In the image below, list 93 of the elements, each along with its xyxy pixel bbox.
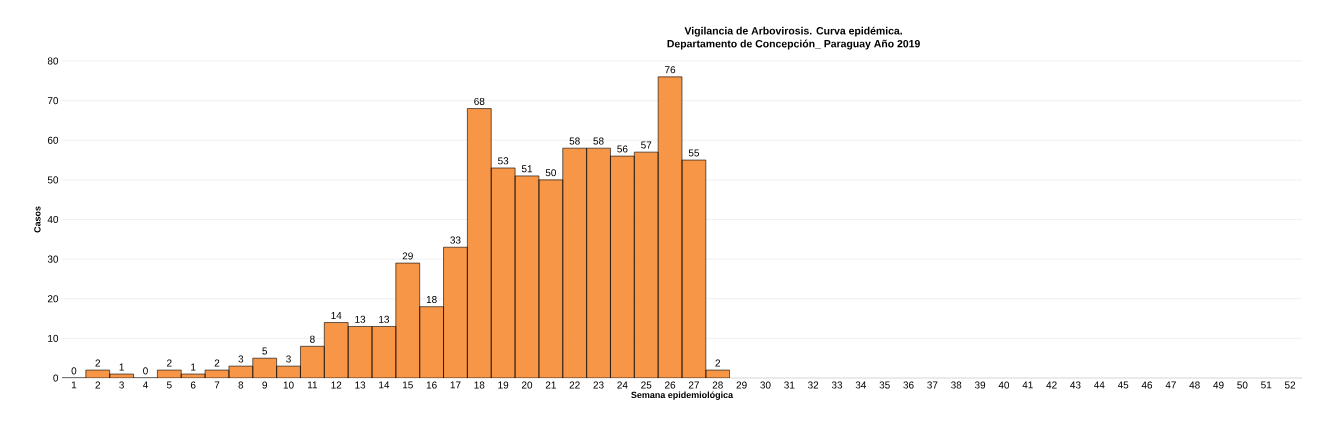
x-tick-label: 9 — [262, 381, 267, 389]
x-tick-label: 1 — [71, 381, 77, 389]
data-label: 51 — [521, 165, 533, 173]
x-tick-label: 3 — [119, 381, 124, 389]
x-tick-label: 40 — [998, 381, 1010, 389]
x-tick-label: 14 — [379, 381, 390, 389]
x-tick-label: 36 — [903, 381, 914, 389]
x-tick-label: 10 — [283, 381, 294, 389]
data-label: 5 — [262, 347, 268, 355]
x-tick-label: 17 — [450, 381, 461, 389]
data-label: 8 — [310, 335, 315, 343]
data-label: 0 — [71, 367, 77, 375]
x-tick-label: 31 — [784, 381, 795, 389]
x-tick-label: 44 — [1093, 381, 1105, 389]
x-tick-label: 51 — [1261, 381, 1272, 389]
x-tick-label: 28 — [712, 381, 723, 389]
x-tick-label: 32 — [807, 381, 819, 389]
x-tick-label: 26 — [665, 381, 676, 389]
data-label: 13 — [379, 315, 390, 323]
x-tick-label: 11 — [307, 381, 318, 389]
x-tick-label: 38 — [951, 381, 962, 389]
data-label: 13 — [355, 315, 366, 323]
data-label: 68 — [474, 97, 485, 105]
data-label: 2 — [214, 359, 220, 367]
x-tick-label: 21 — [545, 381, 556, 389]
data-label: 58 — [569, 137, 580, 145]
data-label: 2 — [95, 359, 101, 367]
y-tick-label: 50 — [47, 176, 59, 184]
x-tick-label: 12 — [331, 381, 342, 389]
data-label: 58 — [593, 137, 604, 145]
x-tick-label: 7 — [214, 381, 220, 389]
y-axis-title: Casos — [34, 206, 41, 233]
y-tick-label: 30 — [47, 255, 59, 263]
data-label: 56 — [617, 145, 628, 153]
data-label: 33 — [450, 236, 461, 244]
x-tick-label: 37 — [927, 381, 938, 389]
x-tick-label: 46 — [1141, 381, 1153, 389]
y-tick-label: 0 — [53, 374, 59, 382]
y-tick-label: 40 — [47, 215, 59, 224]
x-axis-title: Semana epidemiológica — [631, 391, 734, 400]
data-label: 1 — [191, 363, 196, 371]
x-tick-label: 35 — [879, 381, 890, 389]
x-tick-label: 25 — [641, 381, 652, 389]
data-label: 18 — [426, 296, 437, 304]
x-tick-label: 6 — [190, 381, 196, 389]
x-tick-label: 16 — [426, 381, 437, 389]
x-tick-label: 23 — [593, 381, 604, 389]
y-tick-label: 80 — [47, 57, 59, 65]
x-tick-label: 52 — [1284, 381, 1296, 389]
x-tick-label: 45 — [1117, 381, 1129, 389]
x-tick-label: 39 — [974, 381, 986, 389]
y-tick-label: 10 — [48, 334, 59, 342]
x-tick-label: 43 — [1070, 381, 1081, 389]
data-label: 50 — [545, 169, 556, 177]
x-tick-label: 15 — [402, 381, 413, 389]
data-label: 1 — [119, 363, 124, 371]
data-label: 57 — [641, 141, 652, 149]
x-tick-label: 34 — [855, 381, 867, 389]
y-tick-label: 70 — [47, 97, 59, 105]
x-tick-label: 29 — [736, 381, 747, 389]
x-tick-label: 50 — [1237, 381, 1248, 389]
data-label: 55 — [688, 149, 700, 157]
x-tick-label: 5 — [166, 381, 172, 389]
chart-subtitle: Departamento de Concepción_ Paraguay Año 2019 — [667, 39, 920, 50]
x-tick-label: 20 — [521, 381, 533, 389]
x-tick-label: 42 — [1046, 381, 1057, 389]
x-tick-label: 24 — [617, 381, 628, 389]
x-tick-label: 49 — [1213, 381, 1224, 389]
data-label: 3 — [238, 355, 244, 363]
x-tick-label: 27 — [688, 381, 699, 389]
data-label: 3 — [286, 355, 291, 363]
x-tick-label: 4 — [142, 381, 148, 389]
chart-title: Vigilancia de Arbovirosis. Curva epidémica. — [684, 26, 902, 37]
x-tick-label: 8 — [238, 381, 244, 389]
x-tick-label: 47 — [1165, 381, 1176, 389]
x-tick-label: 33 — [831, 381, 843, 389]
x-tick-label: 48 — [1189, 381, 1200, 389]
x-tick-label: 41 — [1022, 381, 1033, 389]
data-label: 0 — [143, 367, 148, 375]
x-tick-label: 19 — [498, 381, 509, 389]
data-label: 76 — [665, 66, 676, 74]
data-label: 14 — [331, 312, 342, 319]
x-tick-label: 2 — [95, 381, 101, 389]
y-tick-label: 60 — [47, 136, 59, 144]
x-tick-label: 30 — [760, 381, 771, 389]
x-tick-label: 18 — [474, 381, 485, 389]
x-tick-label: 13 — [355, 381, 366, 389]
x-tick-label: 22 — [569, 381, 580, 389]
y-tick-label: 20 — [47, 295, 59, 303]
data-label: 29 — [402, 252, 413, 260]
data-label: 2 — [167, 359, 172, 367]
data-label: 53 — [498, 157, 509, 165]
data-label: 2 — [715, 359, 721, 367]
